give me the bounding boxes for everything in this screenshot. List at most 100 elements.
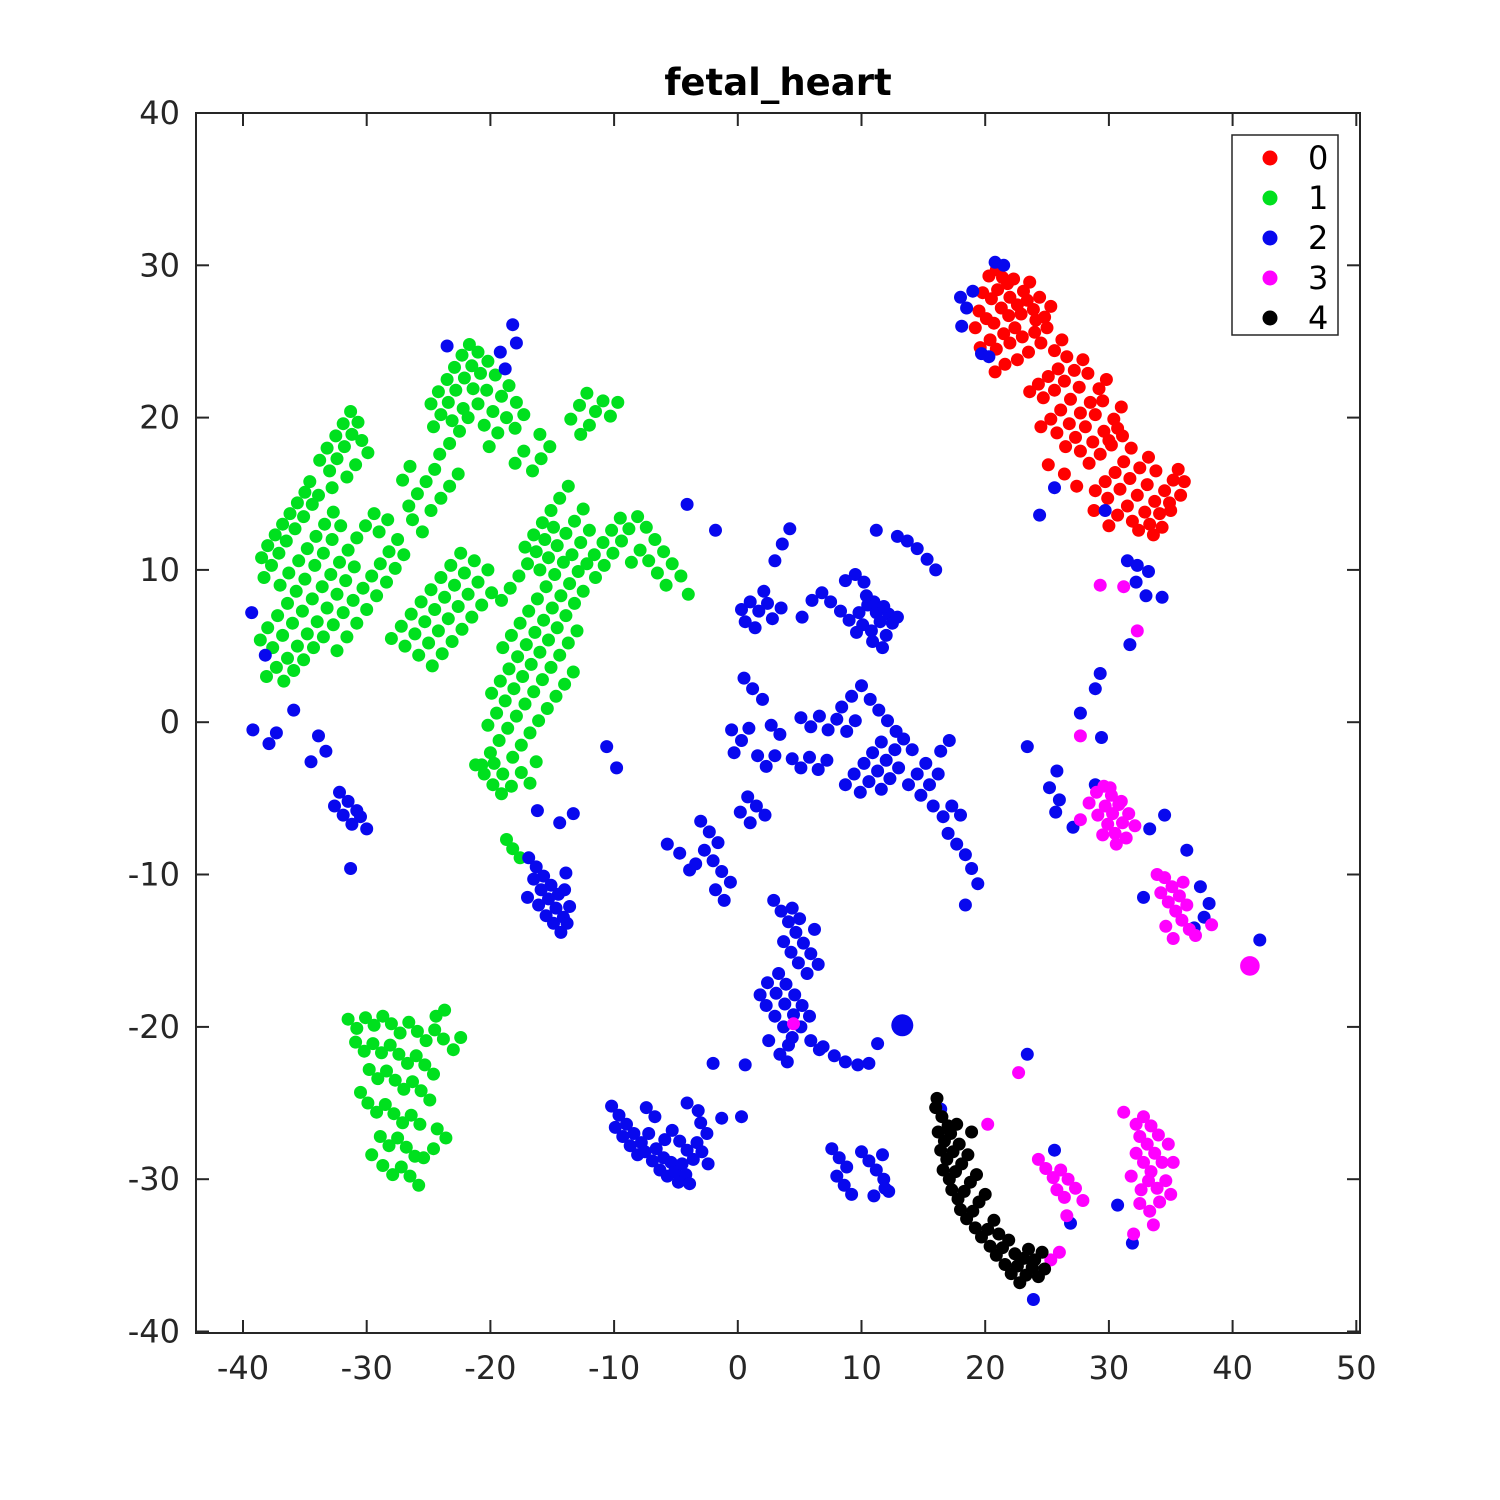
data-point-class-1 [477,418,491,432]
data-point-class-3 [1134,1183,1148,1197]
data-point-class-2 [742,721,756,735]
data-point-class-2 [509,336,523,350]
data-point-class-1 [563,577,577,591]
data-point-class-1 [500,833,513,846]
data-point-class-2 [772,967,786,980]
data-point-class-1 [386,1168,400,1182]
data-point-class-2 [262,737,276,751]
data-point-class-2 [811,763,825,776]
data-point-class-1 [530,592,544,606]
data-point-class-1 [529,545,543,559]
data-point-class-1 [493,674,507,688]
data-point-class-2 [743,816,757,830]
data-point-class-1 [457,371,471,385]
data-point-class-2 [874,735,888,749]
data-point-class-1 [528,625,542,639]
data-point-class-2 [709,883,722,897]
data-point-class-1 [537,613,551,627]
data-point-class-0 [1116,429,1129,443]
data-point-class-1 [413,1117,427,1131]
data-point-class-1 [428,462,442,476]
data-point-class-1 [380,575,393,589]
data-point-class-1 [659,578,673,592]
data-point-class-2 [890,610,904,624]
data-point-class-1 [402,499,416,513]
data-point-class-1 [376,1159,390,1172]
data-point-class-0 [1142,450,1155,464]
data-point-class-1 [329,429,343,443]
data-point-class-0 [1138,505,1152,519]
data-point-class-1 [427,420,440,434]
data-point-class-2 [864,624,878,638]
data-point-class-1 [391,1131,405,1145]
data-point-class-2 [777,935,791,949]
data-point-class-1 [462,338,476,351]
data-point-class-1 [540,702,554,715]
data-point-class-1 [305,497,319,511]
data-point-class-2 [879,628,893,642]
legend-marker-0 [1262,150,1278,166]
data-point-class-0 [1117,455,1131,469]
data-point-class-1 [441,612,455,626]
data-point-class-2 [616,1130,630,1143]
data-point-class-1 [558,677,572,691]
data-point-class-2 [1120,554,1134,568]
data-point-class-3 [1127,1227,1141,1241]
data-point-class-2 [600,740,614,754]
data-point-class-1 [359,519,372,533]
data-point-class-4 [987,1213,1001,1227]
data-point-class-2 [700,1127,714,1140]
data-point-class-2 [827,1049,841,1063]
data-point-class-3 [1103,781,1117,795]
data-point-class-0 [987,316,1001,330]
data-point-class-1 [492,734,506,747]
y-tick-label: 30 [139,246,180,284]
data-point-class-1 [399,1140,413,1154]
data-point-class-3 [1117,1105,1131,1119]
data-point-class-2 [757,584,771,598]
data-point-class-2 [287,703,301,717]
data-point-class-2 [1193,880,1207,894]
data-point-class-0 [1076,353,1090,367]
data-point-class-1 [471,397,485,411]
data-point-class-0 [1078,420,1092,434]
data-point-class-2 [701,1157,715,1171]
data-point-class-1 [300,542,314,556]
data-point-class-1 [326,505,340,519]
data-point-class-0 [1026,303,1040,316]
data-point-class-2 [892,761,906,775]
data-point-class-2 [761,596,774,610]
data-point-class-0 [1102,519,1116,533]
data-point-class-2 [863,692,877,706]
data-point-class-1 [434,571,448,584]
data-point-class-1 [397,1082,411,1096]
data-point-class-1 [506,842,520,856]
data-point-class-2 [1020,740,1034,754]
data-point-class-2 [1123,638,1137,652]
data-point-class-2 [768,1009,782,1023]
data-point-class-0 [1055,333,1069,347]
data-point-class-4 [983,1239,997,1253]
data-point-class-1 [455,622,469,636]
data-point-class-2 [795,999,809,1012]
data-point-class-2 [857,756,871,770]
data-point-class-2 [777,1020,791,1034]
data-point-class-2 [566,807,580,821]
data-point-class-1 [283,507,297,521]
data-point-class-3 [1165,880,1179,894]
data-point-class-2 [804,947,818,961]
data-point-class-4 [1008,1247,1022,1261]
data-point-class-3 [1101,817,1115,831]
data-point-class-0 [1174,488,1188,502]
data-point-class-2 [914,788,928,802]
data-point-class-2 [825,1142,839,1156]
data-point-class-2 [931,767,945,781]
data-point-class-4 [998,1258,1012,1271]
data-point-class-1 [481,354,495,368]
data-point-class-2 [1253,933,1267,947]
data-point-class-2 [876,1148,889,1162]
data-point-class-1 [370,589,384,603]
data-point-class-2 [954,808,967,822]
data-point-class-1 [561,479,575,493]
data-point-class-2 [648,1110,662,1124]
